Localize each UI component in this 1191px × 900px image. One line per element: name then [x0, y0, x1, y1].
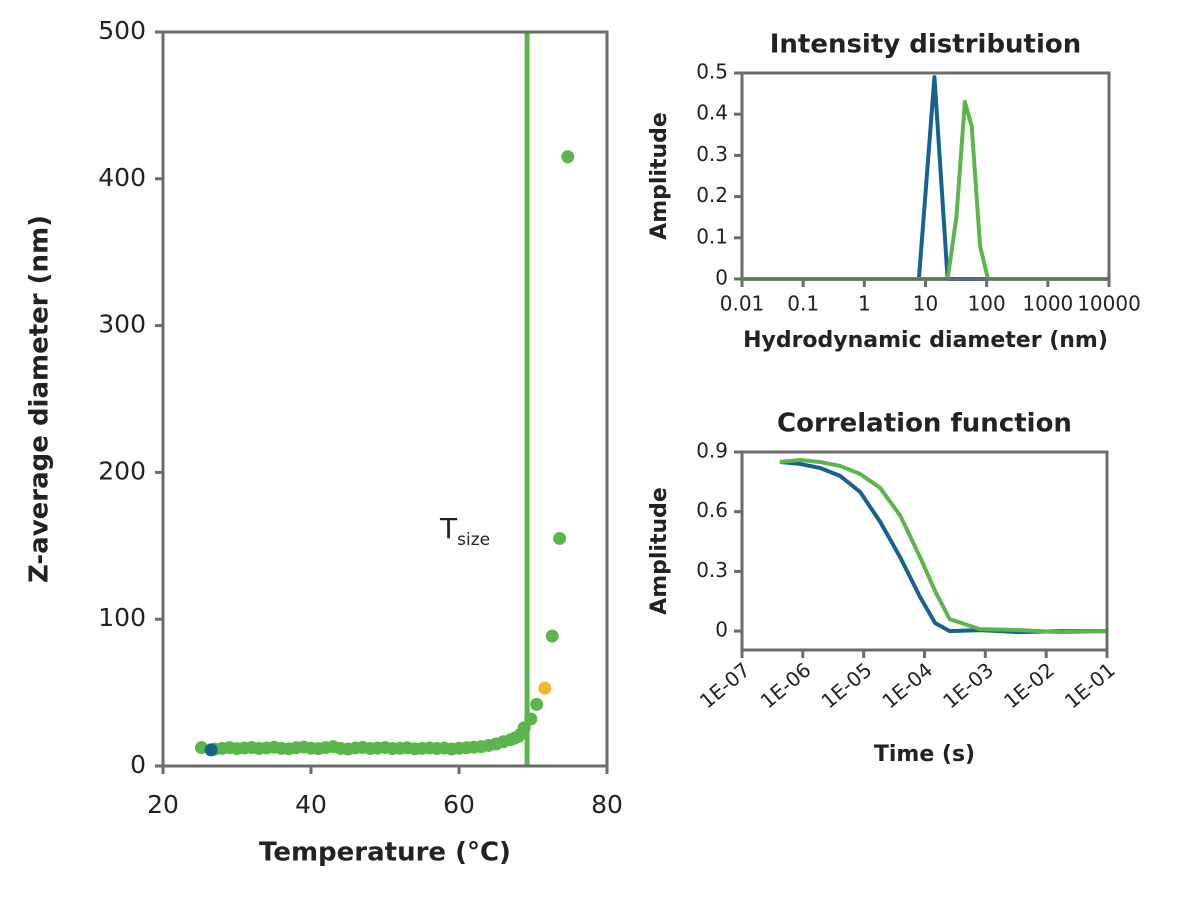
data-point	[204, 743, 218, 757]
y-tick-label: 300	[98, 310, 146, 339]
x-tick-label: 1E-07	[695, 658, 755, 714]
x-axis-label: Time (s)	[874, 742, 975, 767]
plot-frame	[161, 30, 609, 768]
y-axis-label: Z-average diameter (nm)	[25, 215, 55, 583]
series-line	[779, 457, 1108, 635]
y-tick-label: 200	[98, 456, 146, 485]
y-tick-label: 0.2	[696, 183, 728, 207]
data-point	[561, 150, 575, 164]
x-tick-label: 1	[858, 292, 871, 316]
y-tick-label: 0	[715, 266, 728, 290]
x-tick-label: 1E-05	[817, 658, 877, 714]
x-tick-label: 1E-03	[938, 658, 998, 714]
x-tick-label: 60	[443, 790, 475, 819]
x-tick-label: 10000	[1077, 292, 1141, 316]
y-tick-label: 100	[98, 603, 146, 632]
y-tick-label: 0.6	[696, 498, 728, 522]
x-tick-label: 1E-02	[999, 658, 1059, 714]
y-tick-label: 0	[715, 618, 728, 642]
annotation: Tsize	[439, 512, 490, 550]
data-point	[545, 629, 559, 643]
data-point	[553, 531, 567, 545]
y-tick-label: 0.5	[696, 60, 728, 84]
y-tick-label: 0.4	[696, 101, 728, 125]
x-tick-label: 20	[147, 790, 179, 819]
y-tick-label: 500	[98, 16, 146, 45]
x-tick-label: 40	[295, 790, 327, 819]
series-line	[742, 99, 1109, 281]
y-axis-label: Amplitude	[647, 112, 672, 240]
y-tick-label: 0.9	[696, 439, 728, 463]
y-axis-label: Amplitude	[647, 487, 672, 615]
y-tick-label: 0.3	[696, 558, 728, 582]
chart-title: Correlation function	[777, 409, 1072, 439]
y-tick-label: 0.3	[696, 142, 728, 166]
series-line	[742, 75, 1109, 281]
data-point	[538, 681, 552, 695]
x-tick-label: 1000	[1022, 292, 1073, 316]
data-point	[530, 697, 544, 711]
plot-frame	[740, 450, 1109, 652]
y-tick-label: 400	[98, 163, 146, 192]
annotation-subscript: size	[457, 530, 490, 550]
chart-title: Intensity distribution	[770, 30, 1082, 60]
x-tick-label: 0.1	[787, 292, 819, 316]
x-tick-label: 80	[591, 790, 623, 819]
x-axis-label: Hydrodynamic diameter (nm)	[743, 328, 1108, 353]
x-tick-label: 10	[913, 292, 938, 316]
y-tick-label: 0	[130, 750, 146, 779]
x-axis-label: Temperature (°C)	[259, 838, 511, 868]
annotation-text: T	[439, 512, 458, 545]
x-tick-label: 1E-01	[1060, 658, 1120, 714]
plot-frame	[740, 71, 1111, 281]
x-tick-label: 0.01	[720, 292, 765, 316]
x-tick-label: 1E-04	[877, 658, 937, 714]
y-tick-label: 0.1	[696, 224, 728, 248]
x-tick-label: 1E-06	[756, 658, 816, 714]
x-tick-label: 100	[968, 292, 1006, 316]
